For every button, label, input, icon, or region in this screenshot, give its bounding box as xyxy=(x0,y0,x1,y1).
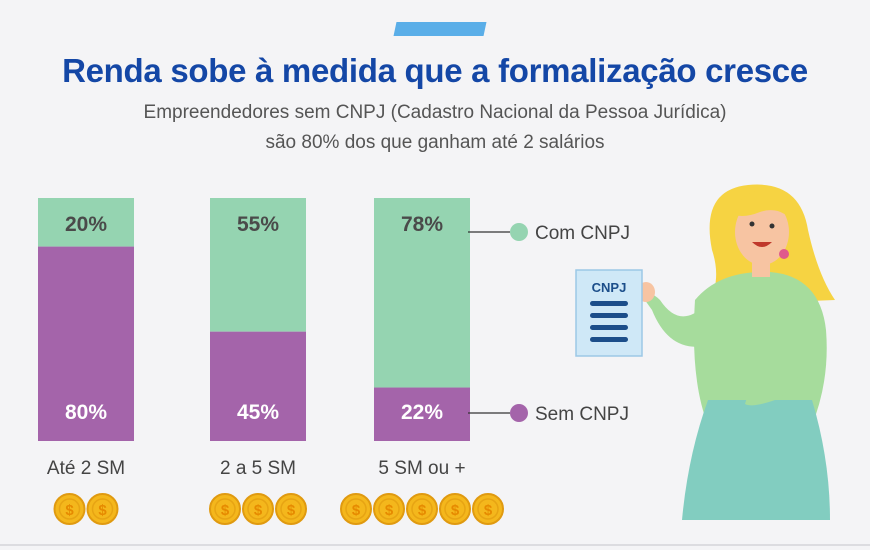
subtitle-line-2: são 80% dos que ganham até 2 salários xyxy=(265,132,605,153)
coin-symbol: $ xyxy=(221,502,230,519)
hair-front xyxy=(735,189,796,225)
bar-com-cnpj xyxy=(38,198,134,247)
coin-ring xyxy=(58,498,81,520)
coin-ring xyxy=(91,498,114,520)
smile xyxy=(752,242,772,247)
coin-symbol: $ xyxy=(254,502,263,519)
legend-marker-sem-cnpj xyxy=(510,404,528,422)
coin-ring xyxy=(214,498,236,520)
category-label: 5 SM ou + xyxy=(378,458,465,479)
lower-arm xyxy=(745,330,803,406)
bar-sem-cnpj xyxy=(374,387,470,441)
coin-symbol: $ xyxy=(418,502,427,519)
document-line xyxy=(590,313,628,318)
torso xyxy=(693,271,827,425)
earring xyxy=(779,249,789,259)
coin-symbol: $ xyxy=(484,502,493,519)
category-label: Até 2 SM xyxy=(47,458,125,479)
document-line xyxy=(590,325,628,330)
coin-ring xyxy=(247,498,269,520)
coin-ring xyxy=(378,498,400,520)
coin-ring xyxy=(477,498,499,520)
coin-ring xyxy=(280,498,302,520)
data-label-com-cnpj: 78% xyxy=(401,213,443,236)
dress xyxy=(682,400,830,520)
coin-ring xyxy=(444,498,466,520)
legend-label-sem-cnpj: Sem CNPJ xyxy=(535,404,629,425)
document-line xyxy=(590,301,628,306)
coin-symbol: $ xyxy=(65,502,74,519)
raised-arm xyxy=(642,293,710,347)
bar-sem-cnpj xyxy=(210,331,306,441)
coin-symbol: $ xyxy=(451,502,460,519)
data-label-sem-cnpj: 22% xyxy=(401,401,443,424)
legend-marker-com-cnpj xyxy=(510,223,528,241)
bar-com-cnpj xyxy=(210,198,306,332)
coin-ring xyxy=(411,498,433,520)
coin-symbol: $ xyxy=(352,502,361,519)
bottom-divider xyxy=(0,544,870,546)
eye xyxy=(749,221,755,227)
coin-ring xyxy=(345,498,367,520)
legend-label-com-cnpj: Com CNPJ xyxy=(535,223,630,244)
coin-symbol: $ xyxy=(98,502,107,519)
eye xyxy=(769,223,775,229)
data-label-sem-cnpj: 45% xyxy=(237,401,279,424)
face xyxy=(735,199,789,265)
data-label-com-cnpj: 55% xyxy=(237,213,279,236)
bar-com-cnpj xyxy=(374,198,470,388)
document-label: CNPJ xyxy=(592,280,627,295)
chart-subtitle: Empreendedores sem CNPJ (Cadastro Nacion… xyxy=(0,98,870,158)
document-line xyxy=(590,337,628,342)
coin-symbol: $ xyxy=(385,502,394,519)
data-label-sem-cnpj: 80% xyxy=(65,401,107,424)
data-label-com-cnpj: 20% xyxy=(65,213,107,236)
coin-symbol: $ xyxy=(287,502,296,519)
category-label: 2 a 5 SM xyxy=(220,458,296,479)
subtitle-line-1: Empreendedores sem CNPJ (Cadastro Nacion… xyxy=(143,102,727,123)
chart-title: Renda sobe à medida que a formalização c… xyxy=(62,52,808,89)
bar-sem-cnpj xyxy=(38,246,134,441)
